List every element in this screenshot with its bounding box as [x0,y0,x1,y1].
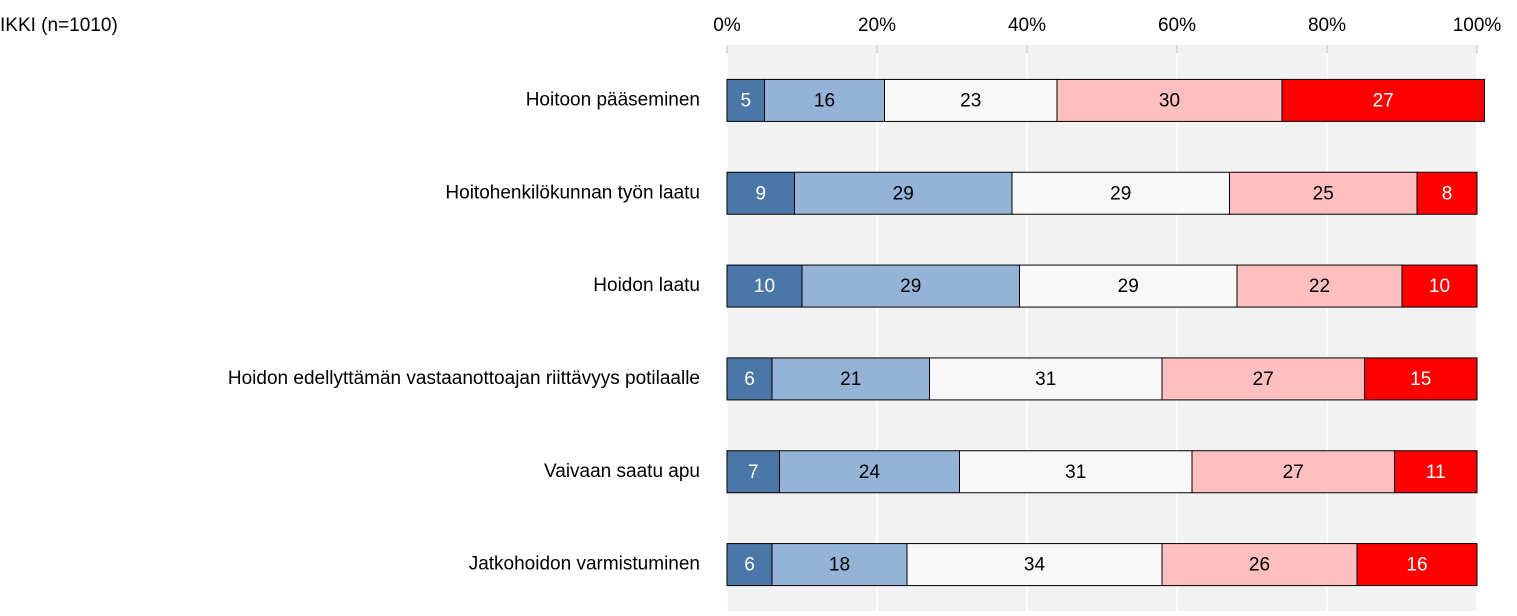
data-label: 16 [1406,555,1427,576]
category-label: Hoitoon pääseminen [526,89,700,110]
data-label: 16 [814,90,835,111]
data-label: 27 [1283,462,1304,483]
data-label: 6 [744,555,755,576]
bar-segment [771,357,930,401]
data-label: 30 [1159,90,1180,111]
data-label: 8 [1442,183,1453,204]
bar-segment [726,264,803,308]
bar-segment [771,543,908,587]
bar-segment [726,543,773,587]
bar-segment [1416,171,1478,215]
data-label: 31 [1065,462,1086,483]
data-label: 29 [1110,183,1131,204]
x-tick-label: 60% [1158,15,1196,36]
category-label: Hoidon laatu [593,275,700,296]
category-label: Jatkohoidon varmistuminen [469,554,700,575]
data-label: 5 [740,90,751,111]
bar-segment [1401,264,1478,308]
data-label: 9 [755,183,766,204]
data-label: 23 [960,90,981,111]
data-label: 34 [1024,555,1046,576]
x-tick-label: 100% [1453,15,1502,36]
data-label: 26 [1249,555,1270,576]
data-label: 11 [1426,462,1446,483]
bar-segment [1364,357,1478,401]
category-label: Hoitohenkilökunnan työn laatu [445,182,700,203]
data-label: 18 [829,555,850,576]
bar-segment [1394,450,1478,494]
bar-segment [1229,171,1418,215]
bar-segment [726,171,795,215]
category-label: Vaivaan saatu apu [544,461,700,482]
x-tick-label: 80% [1308,15,1346,36]
data-label: 29 [1118,276,1139,297]
chart-title: IKKI (n=1010) [0,15,118,36]
data-label: 24 [859,462,881,483]
data-label: 10 [1429,276,1450,297]
data-label: 15 [1410,369,1431,390]
bar-segment [726,78,765,122]
x-tick-label: 0% [713,15,741,36]
bar-segment [1161,543,1358,587]
data-label: 10 [754,276,775,297]
bar-segment [779,450,960,494]
data-label: 25 [1313,183,1334,204]
bar-segment [1019,264,1238,308]
data-label: 29 [900,276,921,297]
bar-segment [884,78,1058,122]
bar-segment [1191,450,1395,494]
data-label: 27 [1253,369,1274,390]
bar-segment [1056,78,1283,122]
category-label: Hoidon edellyttämän vastaanottoajan riit… [228,368,700,389]
bar-segment [726,357,773,401]
bar-segment [959,450,1193,494]
data-label: 7 [748,462,759,483]
data-label: 22 [1309,276,1330,297]
data-label: 6 [744,369,755,390]
bar-segment [764,78,885,122]
bar-segment [1281,78,1485,122]
data-label: 31 [1035,369,1056,390]
data-label: 21 [840,369,861,390]
bar-segment [1356,543,1478,587]
x-tick-label: 20% [858,15,896,36]
bar-segment [726,450,780,494]
bar-segment [801,264,1020,308]
plot-background [727,45,1477,611]
bar-segment [929,357,1163,401]
data-label: 29 [893,183,914,204]
data-label: 27 [1373,90,1394,111]
bar-segment [1236,264,1403,308]
bar-segment [794,171,1013,215]
x-tick-label: 40% [1008,15,1046,36]
